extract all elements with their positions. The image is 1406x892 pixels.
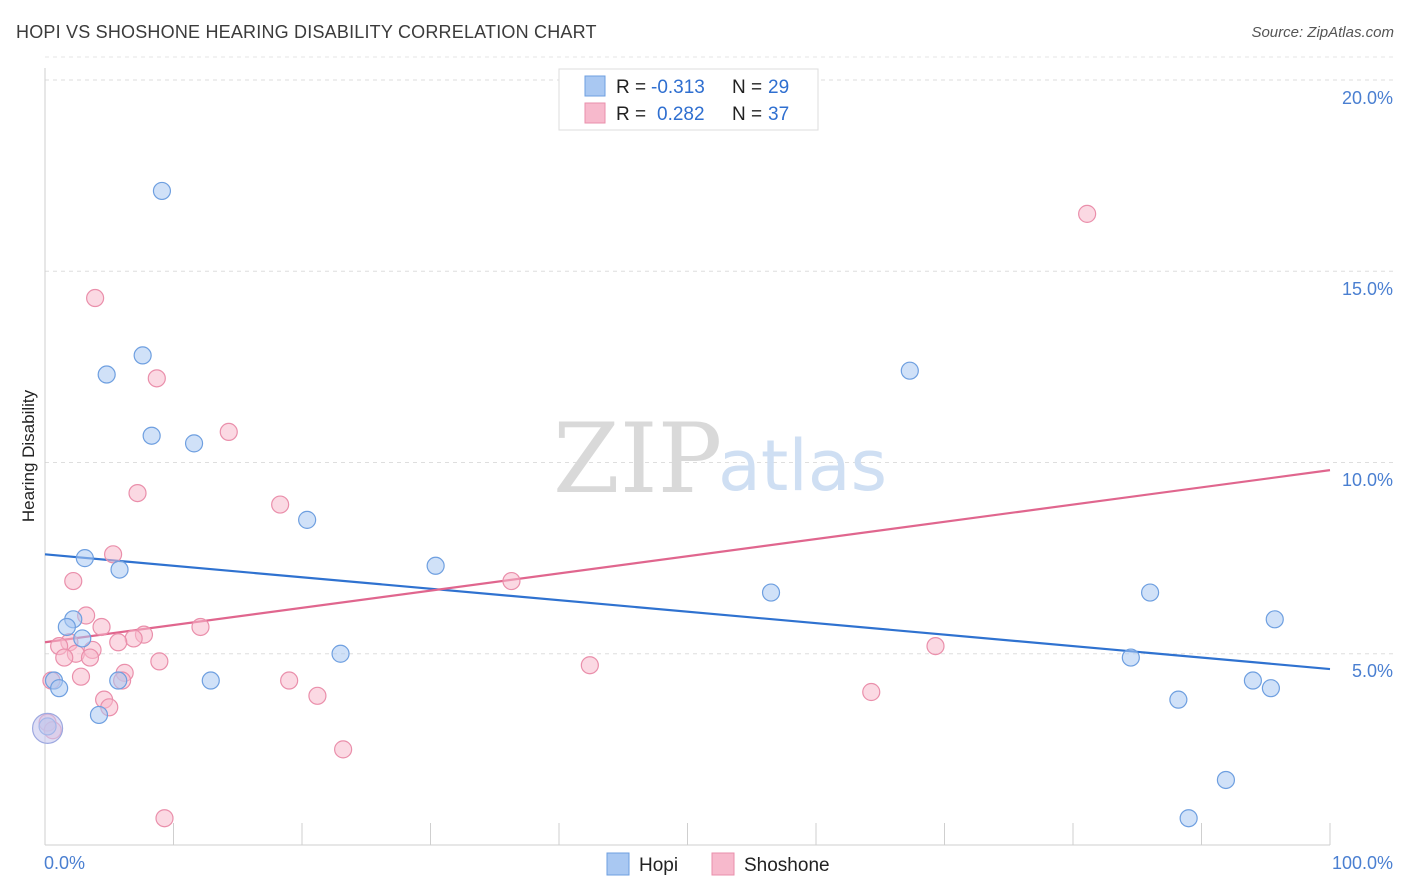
legend-n-value-hopi: 29 (768, 77, 789, 98)
bottom-legend-swatch-hopi (606, 852, 630, 876)
shoshone-point-13 (109, 633, 128, 652)
gridlines (45, 56, 1393, 655)
shoshone-point-3 (128, 484, 147, 503)
shoshone-point-19 (80, 648, 100, 667)
legend-n-value-shoshone: 37 (768, 104, 789, 125)
bottom-legend-label-hopi: Hopi (639, 855, 678, 876)
bottom-legend: Hopi Shoshone (606, 852, 830, 876)
hopi-point-2 (97, 365, 116, 384)
shoshone-point-26 (280, 671, 299, 690)
shoshone-point-23 (71, 667, 91, 686)
bottom-legend-swatch-shoshone (711, 852, 735, 876)
shoshone-point-7 (502, 571, 521, 591)
hopi-point-24 (1243, 671, 1263, 690)
watermark-zip: ZIP (553, 403, 722, 515)
shoshone-point-32 (155, 809, 174, 828)
shoshone-point-18 (55, 648, 74, 667)
shoshone-point-9 (92, 617, 111, 637)
x-tick-label-0: 0.0% (44, 853, 85, 873)
shoshone-point-21 (580, 656, 599, 675)
hopi-point-27 (1216, 770, 1236, 790)
hopi-points (31, 181, 1284, 828)
shoshone-points (38, 204, 1097, 828)
hopi-point-12 (331, 644, 350, 663)
chart-source: Source: ZipAtlas.com (1251, 24, 1394, 41)
hopi-point-8 (426, 556, 445, 575)
hopi-point-10 (57, 617, 76, 637)
chart-title: HOPI VS SHOSHONE HEARING DISABILITY CORR… (16, 22, 597, 42)
shoshone-point-5 (104, 545, 123, 564)
shoshone-point-27 (308, 686, 327, 705)
x-tick-label-100: 100.0% (1332, 853, 1393, 873)
hopi-point-28 (1179, 809, 1198, 828)
legend-r-value-hopi: -0.313 (651, 77, 705, 98)
y-axis-label: Hearing Disability (19, 389, 38, 522)
shoshone-point-20 (150, 652, 169, 671)
shoshone-point-10 (191, 617, 210, 637)
shoshone-point-1 (147, 369, 166, 388)
legend-r-label-hopi: R = (616, 77, 646, 98)
shoshone-point-35 (1078, 204, 1097, 223)
hopi-point-23 (1121, 648, 1140, 667)
watermark-atlas: atlas (718, 425, 887, 507)
shoshone-trend-line (44, 469, 1331, 644)
y-tick-label-15: 15.0% (1342, 279, 1393, 299)
legend-box: R = -0.313 N = 29 R = 0.282 N = 37 (558, 68, 819, 131)
legend-r-value-shoshone: 0.282 (657, 104, 705, 125)
hopi-point-16 (201, 671, 220, 690)
shoshone-point-12 (124, 629, 143, 648)
hopi-point-26 (1169, 690, 1188, 709)
legend-r-label-shoshone: R = (616, 104, 646, 125)
shoshone-point-34 (926, 636, 945, 656)
shoshone-point-0 (86, 288, 105, 308)
y-tick-label-10: 10.0% (1342, 470, 1393, 490)
legend-swatch-hopi (584, 75, 606, 97)
shoshone-point-31 (334, 740, 353, 759)
hopi-point-22 (1265, 610, 1284, 629)
bottom-legend-label-shoshone: Shoshone (744, 855, 830, 876)
x-axis-ticks (44, 823, 1331, 845)
shoshone-point-33 (862, 682, 881, 702)
hopi-point-25 (1261, 679, 1280, 698)
hopi-point-19 (900, 361, 919, 380)
hopi-point-15 (109, 671, 128, 690)
hopi-point-11 (73, 629, 92, 648)
hopi-point-0 (152, 181, 172, 201)
hopi-point-20 (761, 583, 781, 602)
y-tick-label-5: 5.0% (1352, 661, 1393, 681)
hopi-point-7 (110, 560, 129, 579)
legend-swatch-shoshone (584, 102, 606, 124)
shoshone-point-6 (64, 571, 83, 591)
y-tick-label-20: 20.0% (1342, 88, 1393, 108)
shoshone-point-4 (271, 495, 290, 514)
hopi-point-3 (142, 426, 161, 445)
shoshone-point-2 (219, 422, 238, 441)
hopi-point-21 (1140, 583, 1160, 602)
hopi-trend-line (44, 553, 1331, 671)
legend-n-label-shoshone: N = (732, 104, 762, 125)
cluster-point-origin (31, 712, 64, 744)
hopi-point-17 (89, 705, 109, 725)
hopi-point-1 (133, 346, 152, 365)
hopi-point-4 (184, 434, 204, 453)
hopi-point-6 (75, 549, 94, 568)
hopi-point-14 (50, 679, 69, 698)
hopi-point-5 (298, 510, 317, 529)
legend-n-label-hopi: N = (732, 77, 762, 98)
